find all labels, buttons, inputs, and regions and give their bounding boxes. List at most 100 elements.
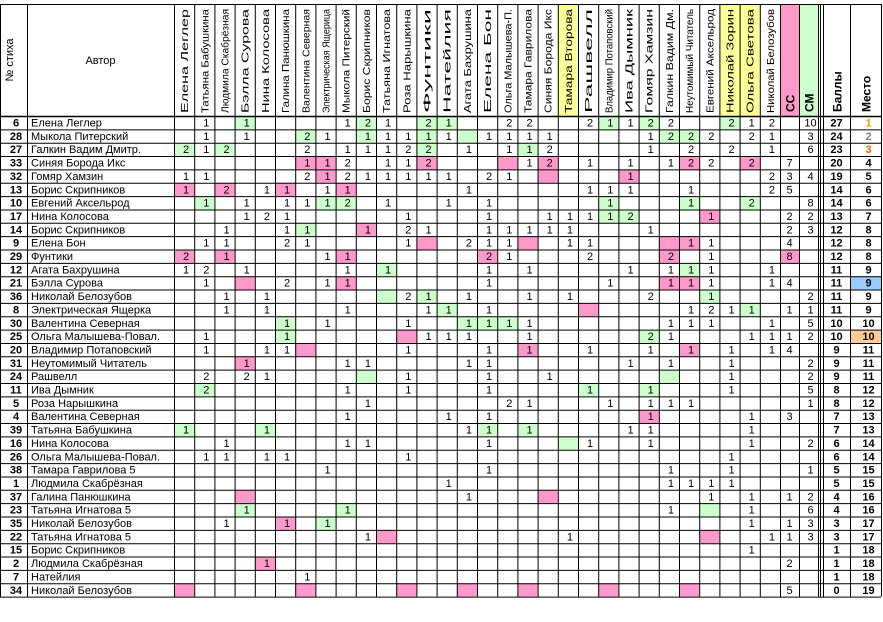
cc-cell: 2 xyxy=(786,224,792,236)
vote-cell: 1 xyxy=(385,264,391,276)
vote-cell: 1 xyxy=(749,505,755,517)
cell-green xyxy=(174,142,195,157)
score-cell: 8 xyxy=(833,385,839,397)
vote-cell: 1 xyxy=(708,278,714,290)
vote-cell: 1 xyxy=(627,158,633,170)
cell-pink xyxy=(537,156,558,170)
score-cell: 6 xyxy=(833,451,839,463)
cell-pink xyxy=(295,156,316,170)
row-num: 32 xyxy=(10,171,22,183)
place-cell: 18 xyxy=(862,545,874,557)
vote-cell: 1 xyxy=(264,304,270,316)
vote-cell: 1 xyxy=(627,118,633,130)
vote-cell: 1 xyxy=(486,344,492,356)
row-author: Людмила Скабрёзная xyxy=(31,478,143,490)
vote-cell: 1 xyxy=(183,171,189,183)
place-cell: 15 xyxy=(862,465,874,477)
cc-cell: 5 xyxy=(786,184,792,196)
place-cell: 12 xyxy=(862,385,874,397)
cell-green xyxy=(416,289,437,303)
vote-cell: 1 xyxy=(203,451,209,463)
row-author: Борис Скрипников xyxy=(31,184,125,196)
vote-cell: 1 xyxy=(526,331,532,343)
row-author: Нина Колосова xyxy=(31,438,110,450)
place-cell: 18 xyxy=(862,558,874,570)
vote-cell: 1 xyxy=(203,278,209,290)
vote-cell: 1 xyxy=(345,411,351,423)
vote-cell: 1 xyxy=(526,318,532,330)
vote-cell: 1 xyxy=(345,264,351,276)
vote-cell: 1 xyxy=(648,131,654,143)
vote-cell: 1 xyxy=(728,385,734,397)
voter-header: Евгений Аксельрод xyxy=(705,9,716,113)
score-cell: 6 xyxy=(833,438,839,450)
vote-cell: 1 xyxy=(405,318,411,330)
vote-cell: 1 xyxy=(607,184,613,196)
row-author: Неутомимый Читатель xyxy=(31,358,147,370)
score-cell: 10 xyxy=(830,318,842,330)
cm-cell: 3 xyxy=(807,131,813,143)
vote-cell: 1 xyxy=(526,344,532,356)
score-cell: 24 xyxy=(830,131,843,143)
voter-header: Роза Нарышкина xyxy=(402,8,413,113)
place-cell: 9 xyxy=(865,264,871,276)
place-cell: 13 xyxy=(862,411,874,423)
header-highlight xyxy=(739,4,760,116)
vote-cell: 1 xyxy=(324,318,330,330)
vote-cell: 1 xyxy=(486,131,492,143)
cc-header-bg xyxy=(780,4,799,116)
vote-cell: 1 xyxy=(365,131,371,143)
vote-cell: 2 xyxy=(183,251,189,263)
vote-cell: 1 xyxy=(526,264,532,276)
place-cell: 10 xyxy=(862,318,874,330)
vote-cell: 1 xyxy=(203,331,209,343)
vote-cell: 1 xyxy=(547,131,553,143)
vote-cell: 1 xyxy=(324,278,330,290)
place-cell: 15 xyxy=(862,478,874,490)
vote-cell: 1 xyxy=(365,438,371,450)
vote-cell: 1 xyxy=(244,211,250,223)
vote-cell: 1 xyxy=(688,238,694,250)
cell-pink xyxy=(497,156,518,170)
vote-cell: 1 xyxy=(223,304,229,316)
vote-cell: 2 xyxy=(466,238,472,250)
vote-cell: 2 xyxy=(486,171,492,183)
vote-cell: 1 xyxy=(466,144,472,156)
place-cell: 14 xyxy=(862,451,875,463)
cell-pink xyxy=(739,156,760,170)
vote-cell: 2 xyxy=(688,158,694,170)
vote-cell: 1 xyxy=(749,331,755,343)
vote-cell: 1 xyxy=(607,278,613,290)
cell-pink xyxy=(254,556,275,570)
score-cell: 4 xyxy=(833,505,840,517)
cm-cell: 5 xyxy=(807,318,813,330)
cell-pink xyxy=(234,489,255,504)
row-num: 24 xyxy=(10,371,23,383)
cell-pink xyxy=(679,583,700,597)
vote-cell: 1 xyxy=(304,198,310,210)
place-cell: 8 xyxy=(865,251,871,263)
place-cell: 11 xyxy=(863,358,875,370)
cell-green xyxy=(234,503,255,517)
vote-cell: 1 xyxy=(223,438,229,450)
vote-cell: 1 xyxy=(486,385,492,397)
cell-pink xyxy=(416,156,437,170)
cell-green xyxy=(578,383,599,397)
vote-cell: 2 xyxy=(668,118,674,130)
vote-cell: 1 xyxy=(728,371,734,383)
vote-cell: 2 xyxy=(648,331,654,343)
row-author: Рашвелл xyxy=(31,371,77,383)
vote-cell: 2 xyxy=(345,158,351,170)
place-header: Место xyxy=(860,76,874,112)
place-cell: 16 xyxy=(862,491,874,503)
place-cell: 6 xyxy=(865,184,871,196)
cell-pink xyxy=(174,249,195,263)
vote-cell: 1 xyxy=(345,438,351,450)
vote-cell: 1 xyxy=(345,358,351,370)
vote-cell: 1 xyxy=(728,344,734,356)
vote-cell: 1 xyxy=(244,118,250,130)
vote-cell: 1 xyxy=(526,398,532,410)
voter-header: Тамара Гаврилова xyxy=(524,8,535,113)
vote-cell: 1 xyxy=(324,465,330,477)
vote-cell: 1 xyxy=(264,371,270,383)
